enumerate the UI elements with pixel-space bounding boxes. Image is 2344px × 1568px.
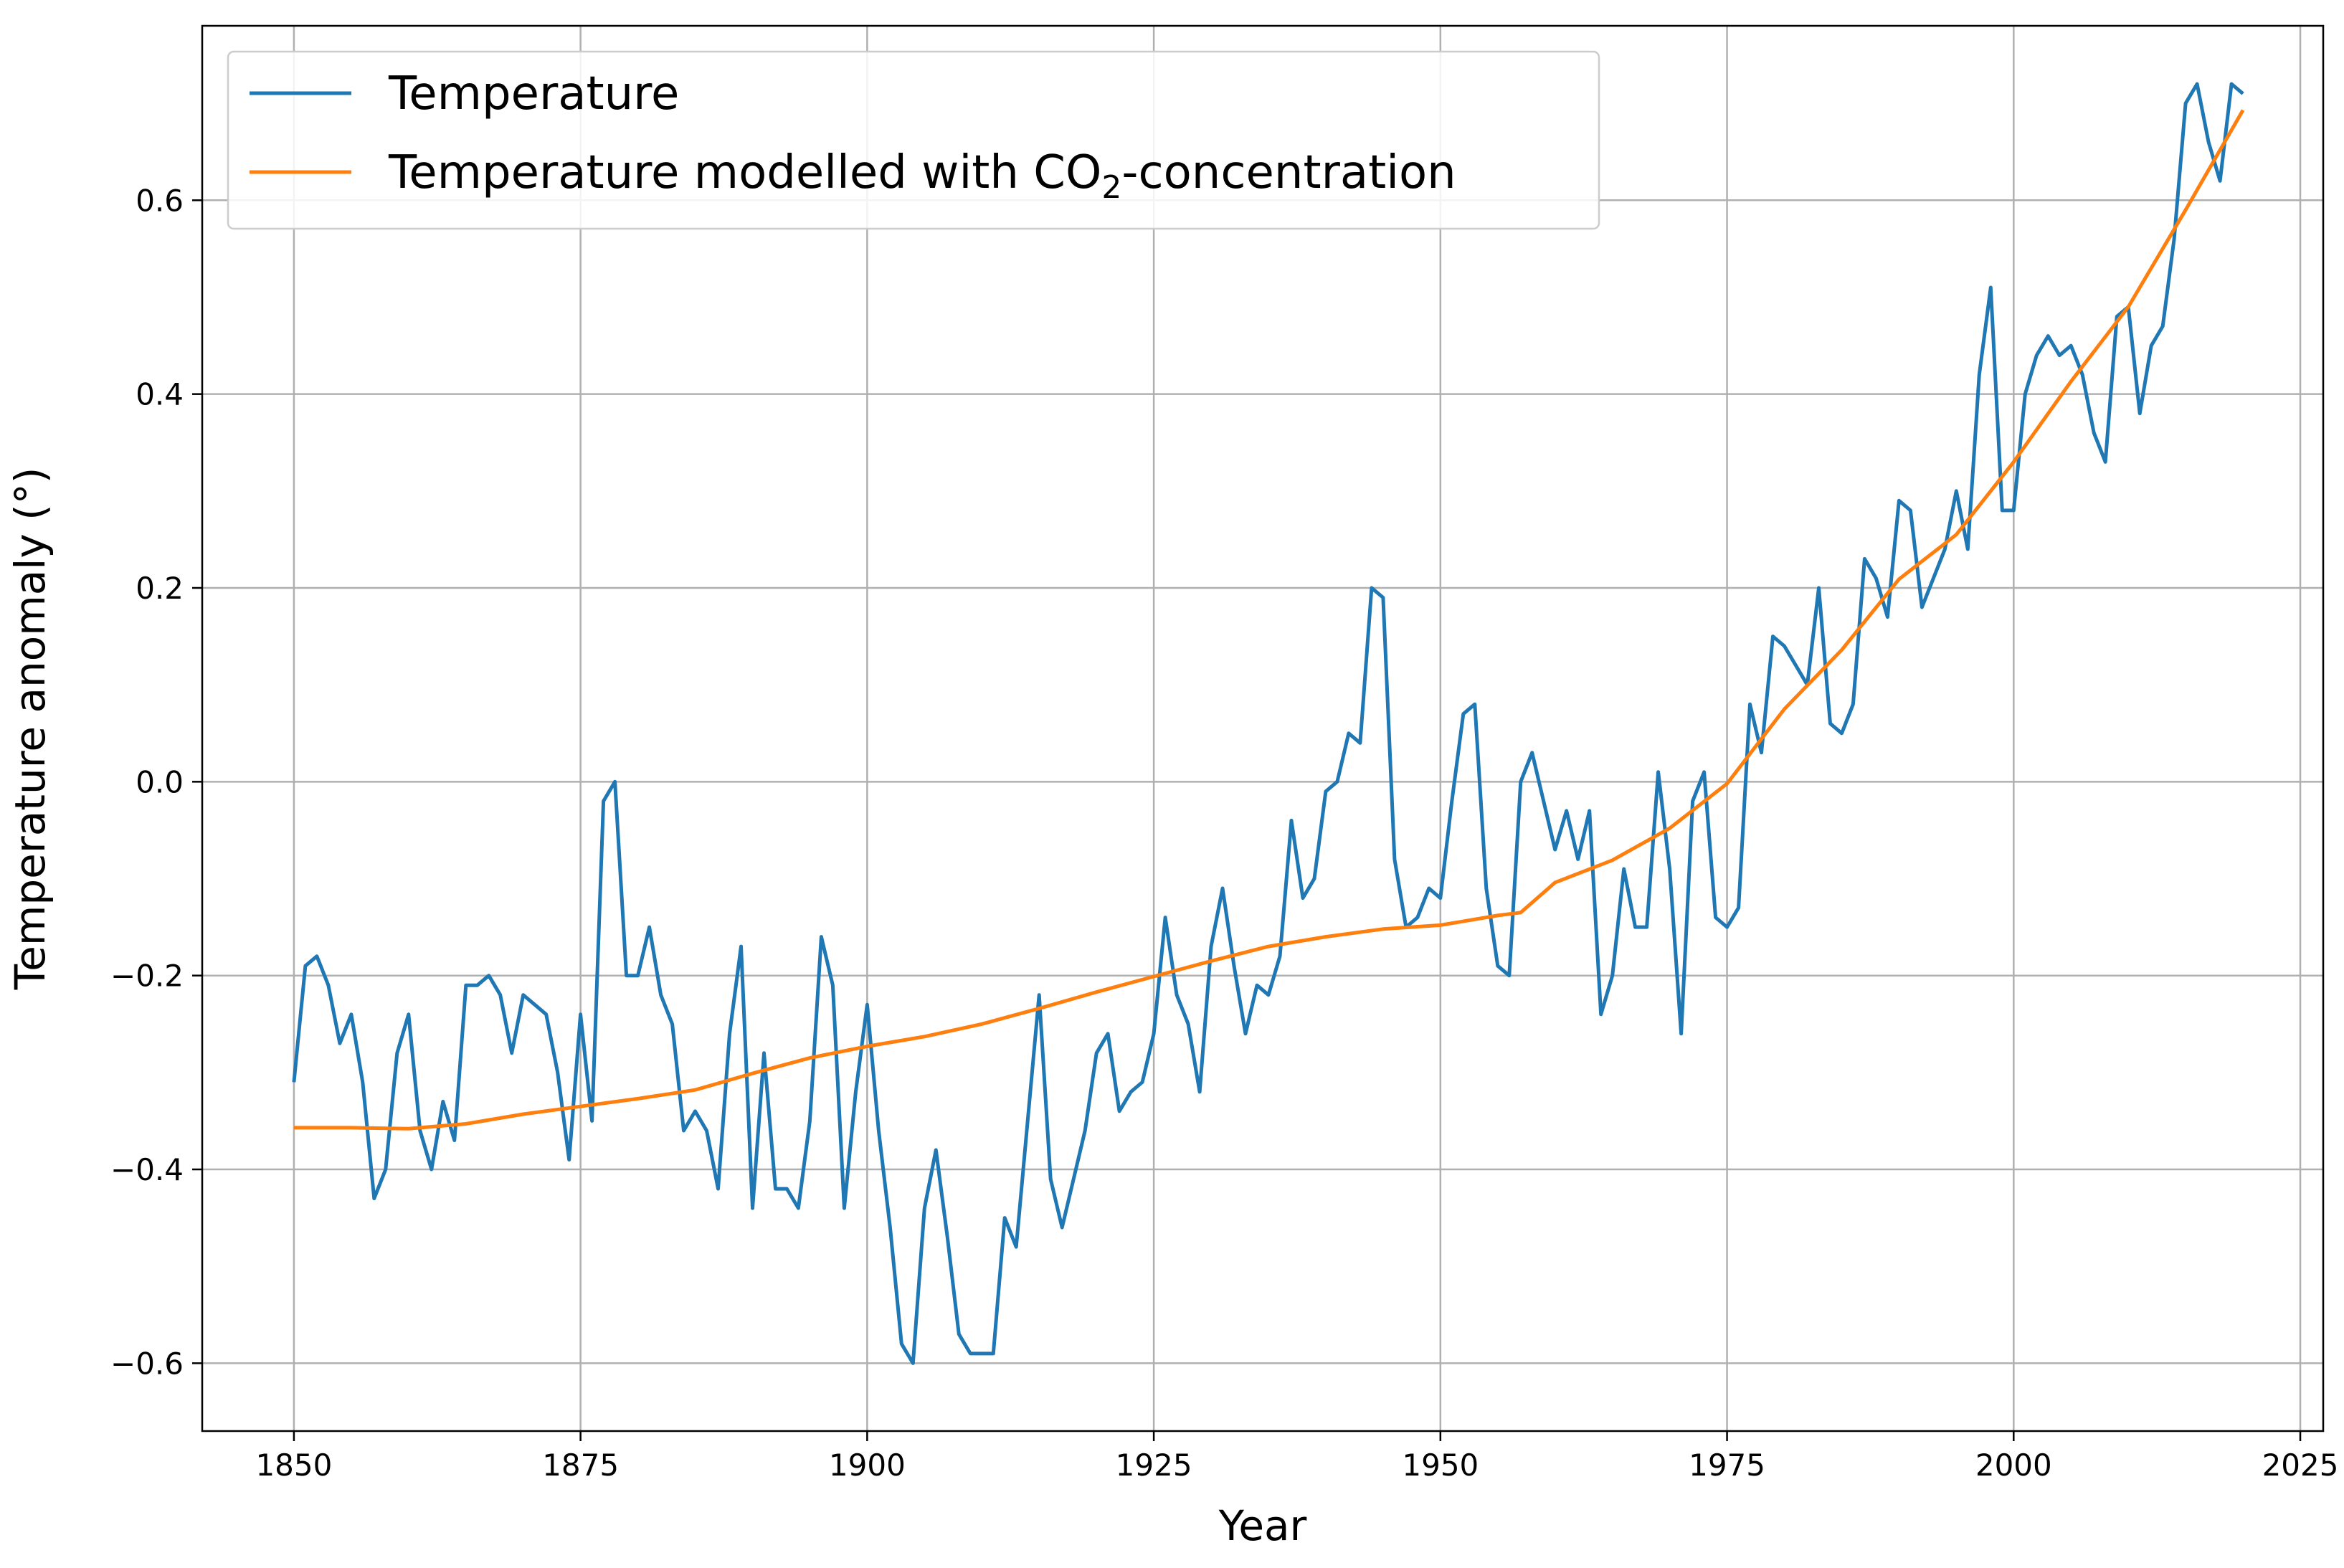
series-layer — [292, 82, 2245, 1365]
y-tick-label: 0.4 — [136, 377, 184, 412]
ticks: 1850 1875 1900 1925 1950 1975 2000 2025 −0.6 −0.4… — [110, 183, 2338, 1483]
y-tick-label: −0.2 — [110, 959, 184, 994]
legend-label-model-prefix: Temperature modelled with CO — [388, 146, 1101, 199]
legend-label-model-subscript: 2 — [1101, 169, 1121, 206]
x-tick-label: 1875 — [542, 1448, 619, 1483]
x-axis-label: Year — [1218, 1501, 1307, 1550]
y-tick-label: 0.2 — [136, 571, 184, 606]
x-tick-label: 1925 — [1116, 1448, 1192, 1483]
y-tick-label: −0.4 — [110, 1152, 184, 1187]
legend-box — [227, 50, 1600, 230]
x-tick-label: 1900 — [829, 1448, 906, 1483]
x-tick-label: 2025 — [2262, 1448, 2339, 1483]
grid — [202, 26, 2323, 1431]
x-tick-label: 1850 — [255, 1448, 332, 1483]
y-axis-label: Temperature anomaly (°) — [6, 467, 54, 991]
legend-label-model: Temperature modelled with CO2-concentrat… — [388, 146, 1456, 206]
y-tick-label: −0.6 — [110, 1346, 184, 1381]
legend-label-model-suffix: -concentration — [1121, 146, 1456, 199]
legend-label-temperature: Temperature — [388, 67, 679, 120]
series-line-temperature — [292, 82, 2244, 1365]
x-tick-label: 1950 — [1402, 1448, 1479, 1483]
y-tick-label: 0.6 — [136, 183, 184, 218]
x-tick-label: 1975 — [1689, 1448, 1765, 1483]
series-line-model — [293, 109, 2245, 1131]
x-tick-label: 2000 — [1975, 1448, 2052, 1483]
y-tick-label: 0.0 — [136, 764, 184, 799]
legend: Temperature Temperature modelled with CO… — [227, 50, 1600, 230]
plot-frame — [201, 24, 2325, 1432]
